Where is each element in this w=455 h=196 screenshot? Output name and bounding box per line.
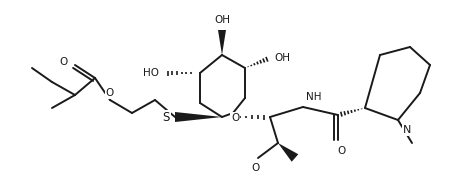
Text: OH: OH (274, 53, 290, 63)
Text: OH: OH (214, 15, 230, 25)
Text: O: O (106, 88, 114, 98)
Text: O: O (252, 163, 260, 173)
Text: NH: NH (306, 92, 322, 102)
Text: O: O (231, 113, 239, 123)
Text: N: N (403, 125, 411, 135)
Polygon shape (175, 112, 222, 122)
Text: O: O (337, 146, 345, 156)
Polygon shape (218, 30, 226, 55)
Text: O: O (60, 57, 68, 67)
Polygon shape (278, 143, 298, 162)
Text: HO: HO (143, 68, 159, 78)
Text: S: S (162, 111, 170, 123)
